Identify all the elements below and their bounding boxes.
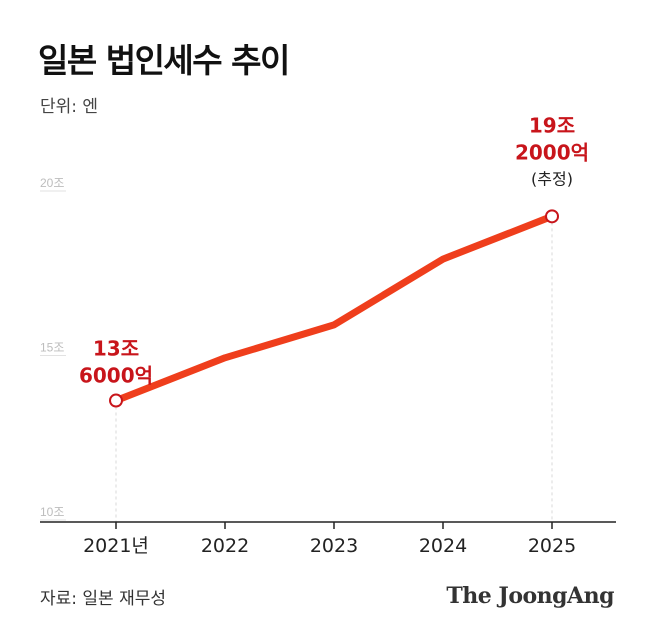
data-label: 2000억: [515, 140, 589, 164]
grid-layer: 20조 15조 10조: [40, 176, 553, 522]
data-label: 6000억: [79, 364, 153, 388]
data-label: 19조: [529, 113, 575, 137]
series-line: [112, 212, 556, 405]
axis-layer: 2021년 2022 2023 2024 2025: [40, 521, 616, 557]
data-point-marker: [109, 393, 123, 408]
y-tick-label: 10조: [40, 505, 64, 519]
x-tick-label: 2023: [310, 535, 358, 557]
series-layer: [109, 209, 559, 408]
data-label: 13조: [93, 337, 139, 361]
data-point-marker: [545, 209, 559, 224]
annotation-note: (추정): [531, 169, 573, 188]
y-tick-label: 20조: [40, 176, 64, 190]
label-layer: 6000억 13조 (추정) 2000억 19조: [79, 113, 589, 387]
x-tick-label: 2024: [419, 535, 467, 557]
x-tick-label: 2022: [201, 535, 249, 557]
x-tick-label: 2025: [528, 535, 576, 557]
chart-title: 일본 법인세수 추이: [38, 41, 290, 80]
brand-logo: The JoongAng: [446, 583, 614, 609]
source-note: 자료: 일본 재무성: [40, 589, 167, 609]
y-tick-label: 15조: [40, 341, 64, 355]
x-tick-label: 2021년: [83, 535, 149, 557]
unit-label: 단위: 엔: [40, 97, 99, 117]
